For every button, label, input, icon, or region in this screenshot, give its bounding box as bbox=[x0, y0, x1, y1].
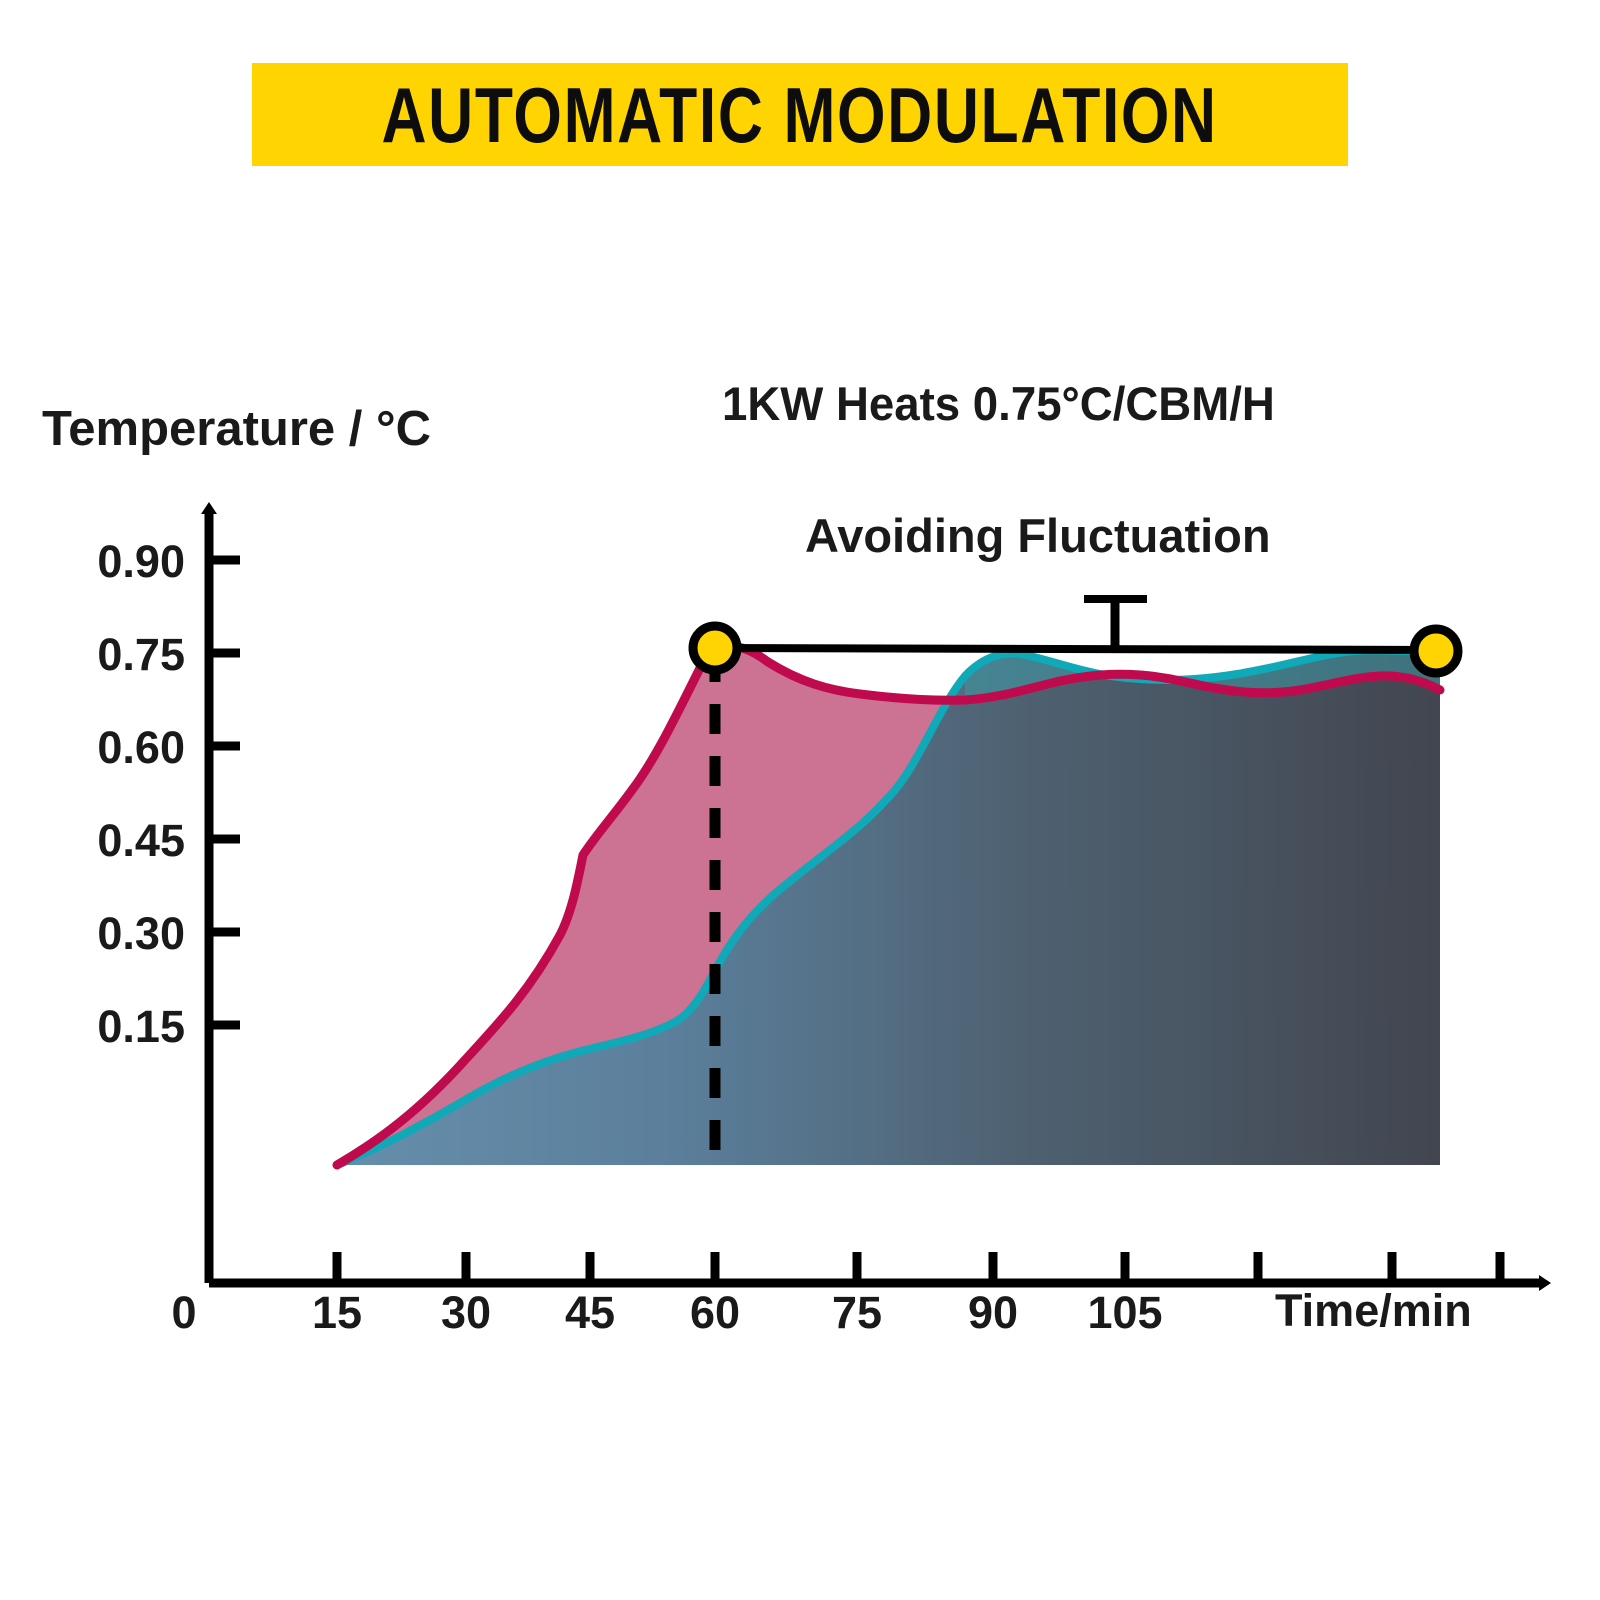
x-axis-title: Time/min bbox=[1275, 1285, 1472, 1336]
fluctuation-pointer bbox=[1084, 595, 1147, 650]
series-line-modulated bbox=[333, 646, 1438, 1169]
y-axis-tick-labels: 0.90 0.75 0.60 0.45 0.30 0.15 bbox=[97, 536, 185, 1052]
x-tick-label: 75 bbox=[832, 1287, 882, 1338]
y-axis-title: Temperature / °C bbox=[42, 402, 432, 456]
x-axis-ticks bbox=[332, 1252, 1505, 1283]
y-tick-label: 0.30 bbox=[97, 908, 185, 959]
axes bbox=[201, 502, 1551, 1291]
power-note-label: 1KW Heats 0.75°C/CBM/H bbox=[722, 377, 1275, 430]
y-tick-label: 0.90 bbox=[97, 536, 185, 587]
series-area-modulated bbox=[337, 650, 1440, 1165]
page-title: AUTOMATIC MODULATION bbox=[381, 70, 1219, 159]
fluctuation-note-label: Avoiding Fluctuation bbox=[805, 509, 1271, 562]
x-tick-label: 0 bbox=[171, 1287, 196, 1338]
reference-line bbox=[711, 644, 1437, 654]
y-tick-label: 0.45 bbox=[97, 815, 185, 866]
x-tick-label: 60 bbox=[690, 1287, 740, 1338]
marker-end[interactable] bbox=[1409, 624, 1463, 678]
title-banner: AUTOMATIC MODULATION bbox=[252, 63, 1348, 166]
x-tick-label: 15 bbox=[312, 1287, 362, 1338]
y-tick-label: 0.75 bbox=[97, 629, 185, 680]
x-tick-label: 90 bbox=[968, 1287, 1018, 1338]
x-tick-label: 105 bbox=[1087, 1287, 1162, 1338]
y-axis-ticks bbox=[209, 555, 240, 1030]
y-tick-label: 0.60 bbox=[97, 722, 185, 773]
series-line-uncontrolled bbox=[332, 641, 1445, 1170]
x-axis-tick-labels: 0 15 30 45 60 75 90 105 bbox=[171, 1287, 1162, 1338]
y-tick-label: 0.15 bbox=[97, 1001, 185, 1052]
x-tick-label: 30 bbox=[441, 1287, 491, 1338]
x-tick-label: 45 bbox=[565, 1287, 615, 1338]
marker-start[interactable] bbox=[688, 621, 742, 675]
series-area-modulated-highlight bbox=[965, 650, 1440, 700]
